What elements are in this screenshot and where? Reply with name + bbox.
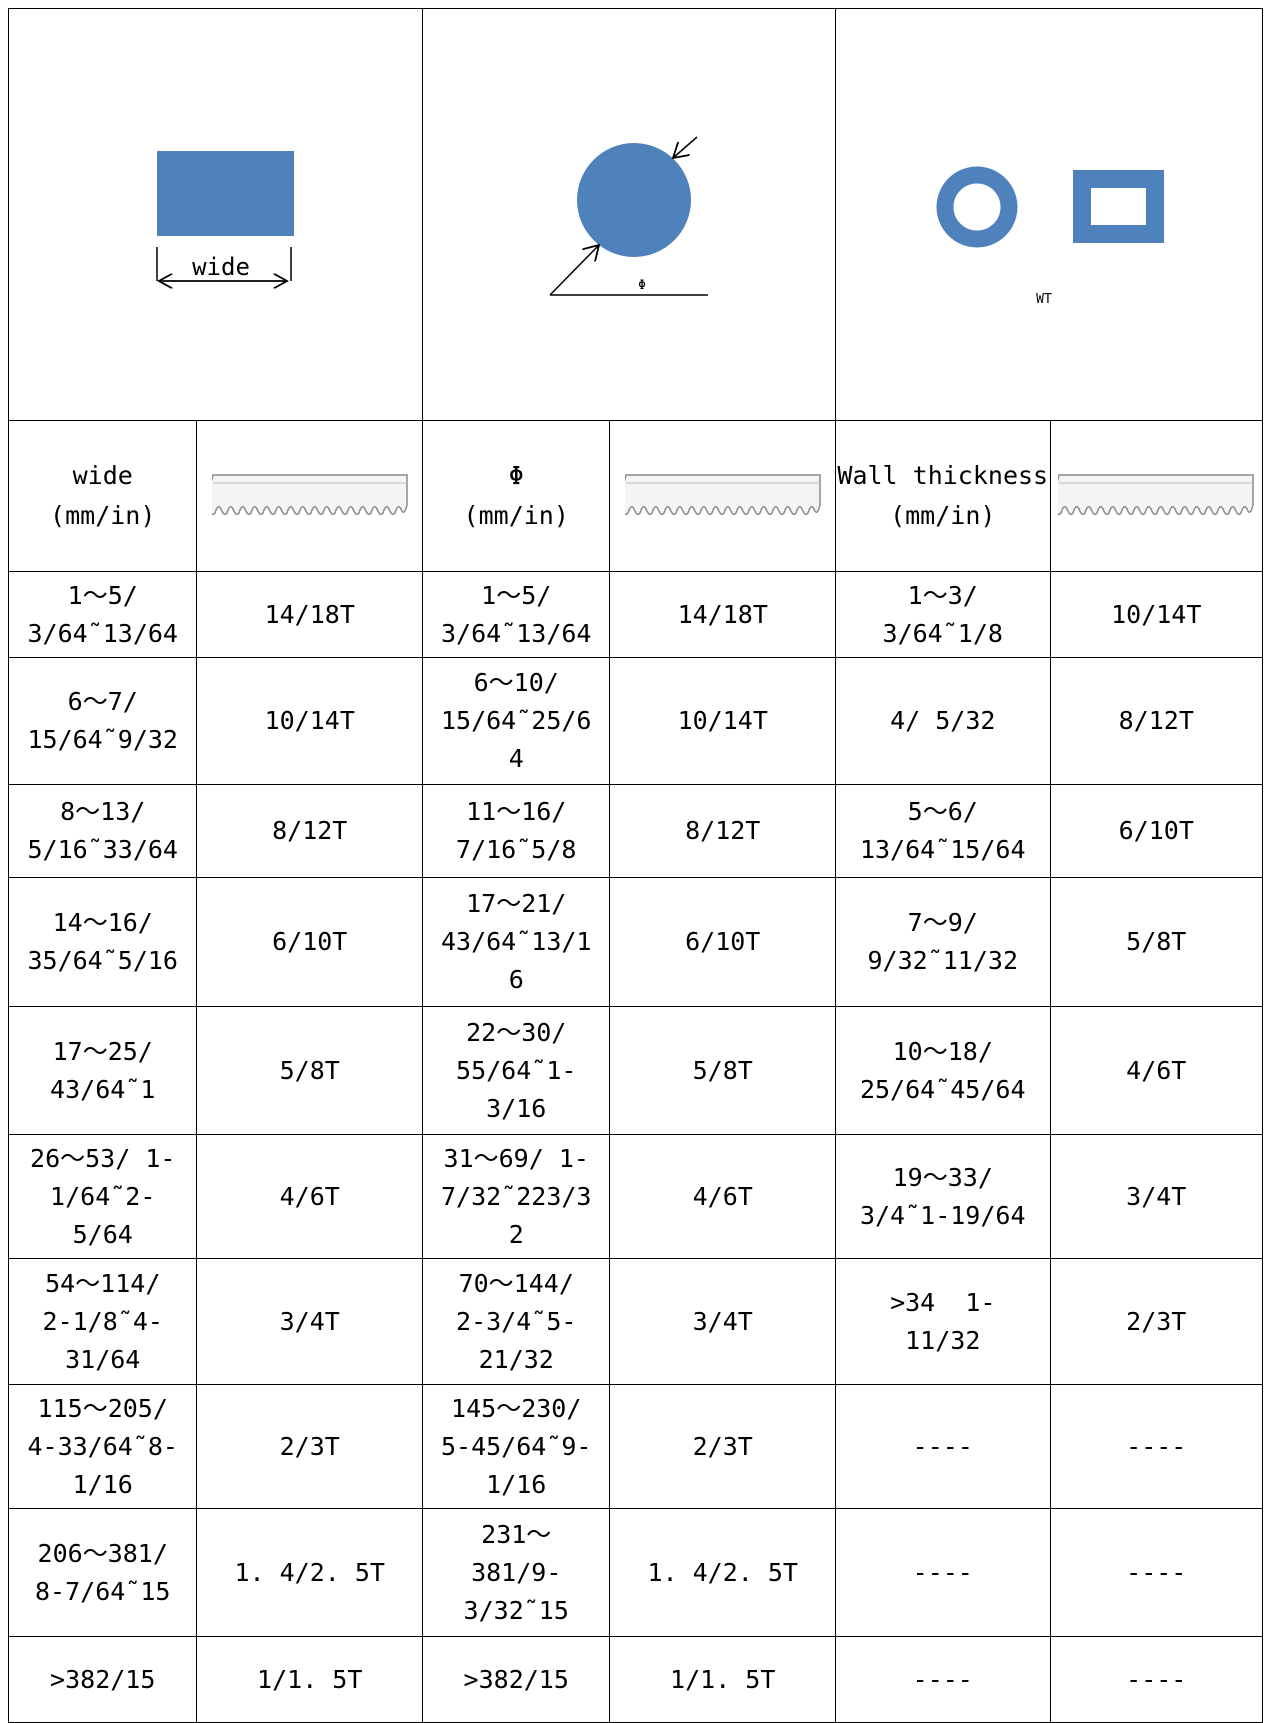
table-cell: 1. 4/2. 5T bbox=[609, 1508, 836, 1637]
table-cell: >382/15 bbox=[7, 1636, 198, 1723]
table-cell: 8～13/ 5/16˜33/64 bbox=[7, 784, 198, 878]
blade-icon bbox=[211, 474, 408, 516]
table-cell: 6/10T bbox=[196, 877, 423, 1007]
blade-selection-table: wide Φ WT wide (mm/in) Φ (mm/in) Wall thic… bbox=[7, 8, 1263, 1723]
table-cell: 3/4T bbox=[609, 1258, 836, 1385]
diagram-cell: wide bbox=[8, 8, 423, 421]
header-cell: wide (mm/in) bbox=[7, 420, 198, 572]
blade-cell bbox=[196, 420, 423, 572]
table-cell: 14～16/ 35/64˜5/16 bbox=[7, 877, 198, 1007]
flat-diagram: wide bbox=[156, 151, 294, 344]
table-row: 14～16/ 35/64˜5/16 6/10T 17～21/ 43/64˜13/1 … bbox=[7, 877, 1263, 1007]
table-cell: 54～114/ 2-1/8˜4- 31/64 bbox=[7, 1258, 198, 1385]
blade-icon bbox=[1058, 474, 1254, 516]
table-cell: >382/15 bbox=[421, 1636, 611, 1723]
table-row: 1～5/ 3/64˜13/64 14/18T 1～5/ 3/64˜13/64 14/1… bbox=[7, 571, 1263, 658]
table-cell: >34 1- 11/32 bbox=[835, 1258, 1051, 1385]
table-cell: 1～3/ 3/64˜1/8 bbox=[835, 571, 1051, 658]
table-cell: 4/6T bbox=[609, 1134, 836, 1259]
table-cell: 70～144/ 2-3/4˜5- 21/32 bbox=[421, 1258, 611, 1385]
table-row: 17～25/ 43/64˜1 5/8T 22～30/ 55/64˜1- 3/16 5/… bbox=[7, 1006, 1263, 1135]
table-cell: 1～5/ 3/64˜13/64 bbox=[7, 571, 198, 658]
table-cell: 19～33/ 3/4˜1-19/64 bbox=[835, 1134, 1051, 1259]
table-cell: 5/8T bbox=[609, 1006, 836, 1135]
table-cell: 11～16/ 7/16˜5/8 bbox=[421, 784, 611, 878]
table-row: >382/15 1/1. 5T >382/15 1/1. 5T ---- ---- bbox=[7, 1636, 1263, 1723]
table-cell: 26～53/ 1- 1/64˜2- 5/64 bbox=[7, 1134, 198, 1259]
header-cell: Wall thickness (mm/in) bbox=[835, 420, 1051, 572]
table-row: 115～205/ 4-33/64˜8- 1/16 2/3T 145～230/ 5-4… bbox=[7, 1384, 1263, 1509]
table-cell: 3/4T bbox=[196, 1258, 423, 1385]
table-cell: 5～6/ 13/64˜15/64 bbox=[835, 784, 1051, 878]
blade-icon bbox=[624, 474, 821, 516]
table-cell: 5/8T bbox=[1049, 877, 1263, 1007]
table-cell: 206～381/ 8-7/64˜15 bbox=[7, 1508, 198, 1637]
table-cell: 10/14T bbox=[196, 657, 423, 785]
table-cell: 8/12T bbox=[196, 784, 423, 878]
table-cell: 3/4T bbox=[1049, 1134, 1263, 1259]
table-cell: 10～18/ 25/64˜45/64 bbox=[835, 1006, 1051, 1135]
table-cell: 6/10T bbox=[609, 877, 836, 1007]
table-cell: 1～5/ 3/64˜13/64 bbox=[421, 571, 611, 658]
table-cell: 14/18T bbox=[609, 571, 836, 658]
table-cell: 5/8T bbox=[196, 1006, 423, 1135]
table-cell: ---- bbox=[1049, 1636, 1263, 1723]
table-cell: 4/6T bbox=[1049, 1006, 1263, 1135]
table-row: 206～381/ 8-7/64˜15 1. 4/2. 5T 231～ 381/9- … bbox=[7, 1508, 1263, 1637]
table-cell: 1. 4/2. 5T bbox=[196, 1508, 423, 1637]
diagram-label: WT bbox=[1036, 292, 1052, 307]
table-cell: 1/1. 5T bbox=[609, 1636, 836, 1723]
table-cell: 17～25/ 43/64˜1 bbox=[7, 1006, 198, 1135]
table-cell: 6/10T bbox=[1049, 784, 1263, 878]
tube-diagram: WT bbox=[936, 166, 1164, 307]
table-cell: 14/18T bbox=[196, 571, 423, 658]
table-cell: 17～21/ 43/64˜13/1 6 bbox=[421, 877, 611, 1007]
table-cell: 31～69/ 1- 7/32˜223/3 2 bbox=[421, 1134, 611, 1259]
table-cell: 22～30/ 55/64˜1- 3/16 bbox=[421, 1006, 611, 1135]
table-cell: 2/3T bbox=[196, 1384, 423, 1509]
table-cell: 6～7/ 15/64˜9/32 bbox=[7, 657, 198, 785]
diagram-label: Φ bbox=[638, 278, 646, 293]
diagram-cell: WT bbox=[835, 8, 1263, 421]
table-cell: 2/3T bbox=[609, 1384, 836, 1509]
blade-cell bbox=[609, 420, 836, 572]
table-cell: 7～9/ 9/32˜11/32 bbox=[835, 877, 1051, 1007]
diagram-label: wide bbox=[192, 253, 250, 281]
table-cell: 10/14T bbox=[609, 657, 836, 785]
table-row: 26～53/ 1- 1/64˜2- 5/64 4/6T 31～69/ 1- 7/32… bbox=[7, 1134, 1263, 1259]
table-cell: 6～10/ 15/64˜25/6 4 bbox=[421, 657, 611, 785]
header-cell: Φ (mm/in) bbox=[421, 420, 611, 572]
blade-cell bbox=[1049, 420, 1263, 572]
table-row: 54～114/ 2-1/8˜4- 31/64 3/4T 70～144/ 2-3/4˜… bbox=[7, 1258, 1263, 1385]
table-cell: 10/14T bbox=[1049, 571, 1263, 658]
diagram-row: wide Φ WT bbox=[8, 8, 1263, 421]
table-cell: 8/12T bbox=[609, 784, 836, 878]
table-cell: ---- bbox=[835, 1384, 1051, 1509]
table-cell: ---- bbox=[1049, 1508, 1263, 1637]
diagram-cell: Φ bbox=[422, 8, 836, 421]
table-cell: 8/12T bbox=[1049, 657, 1263, 785]
table-cell: ---- bbox=[1049, 1384, 1263, 1509]
table-cell: 1/1. 5T bbox=[196, 1636, 423, 1723]
round-diagram: Φ bbox=[549, 136, 708, 296]
table-cell: ---- bbox=[835, 1508, 1051, 1637]
page: wide Φ WT wide (mm/in) Φ (mm/in) Wall thic… bbox=[7, 8, 1263, 1723]
table-cell: 145～230/ 5-45/64˜9- 1/16 bbox=[421, 1384, 611, 1509]
table-cell: 231～ 381/9- 3/32˜15 bbox=[421, 1508, 611, 1637]
table-cell: ---- bbox=[835, 1636, 1051, 1723]
table-cell: 115～205/ 4-33/64˜8- 1/16 bbox=[7, 1384, 198, 1509]
header-row: wide (mm/in) Φ (mm/in) Wall thickness (mm/… bbox=[7, 420, 1263, 572]
table-row: 8～13/ 5/16˜33/64 8/12T 11～16/ 7/16˜5/8 8/12… bbox=[7, 784, 1263, 878]
table-cell: 2/3T bbox=[1049, 1258, 1263, 1385]
table-cell: 4/ 5/32 bbox=[835, 657, 1051, 785]
table-cell: 4/6T bbox=[196, 1134, 423, 1259]
